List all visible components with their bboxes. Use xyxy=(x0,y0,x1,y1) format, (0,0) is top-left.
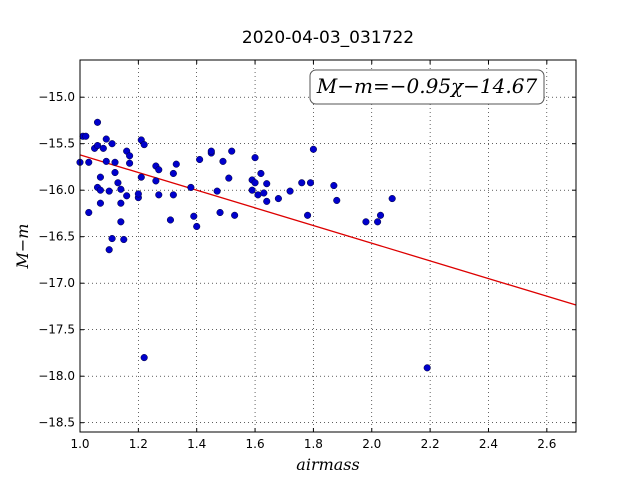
data-point xyxy=(117,185,125,193)
data-point xyxy=(169,191,177,199)
data-point xyxy=(166,216,174,224)
data-point xyxy=(257,169,265,178)
data-point xyxy=(93,142,102,150)
data-point xyxy=(120,235,128,244)
data-point xyxy=(102,135,110,143)
data-point xyxy=(85,158,93,166)
data-point xyxy=(225,174,233,182)
x-tick-label: 2.2 xyxy=(421,437,440,451)
data-point xyxy=(263,197,271,205)
data-point xyxy=(274,195,282,203)
data-point xyxy=(111,158,119,166)
x-tick-label: 1.0 xyxy=(70,437,89,451)
y-tick-label: −16.5 xyxy=(38,230,75,244)
x-tick-label: 1.4 xyxy=(187,437,206,451)
data-point xyxy=(423,364,431,372)
data-point xyxy=(93,118,102,126)
data-points xyxy=(76,118,431,372)
axis-ticks xyxy=(79,60,576,432)
data-point xyxy=(309,145,317,153)
grid xyxy=(80,60,576,432)
data-point xyxy=(140,354,148,362)
data-point xyxy=(251,154,259,162)
data-point xyxy=(193,222,201,231)
data-point xyxy=(105,187,113,195)
data-point xyxy=(111,168,119,177)
data-point xyxy=(228,147,236,155)
data-point xyxy=(152,177,160,185)
y-tick-labels: −15.0 −15.5 −16.0 −16.5 −17.0 −17.5 −18.0 −18.5 xyxy=(38,90,75,430)
x-tick-label: 2.4 xyxy=(479,437,498,451)
data-point xyxy=(298,179,306,187)
x-tick-label: 2.0 xyxy=(362,437,381,451)
y-tick-label: −15.0 xyxy=(38,90,75,104)
y-tick-label: −18.5 xyxy=(38,416,75,430)
data-point xyxy=(96,199,104,207)
data-point xyxy=(231,211,239,219)
data-point xyxy=(333,196,341,204)
data-point xyxy=(123,192,131,200)
data-point xyxy=(137,173,145,181)
data-point xyxy=(213,187,221,195)
x-tick-label: 1.6 xyxy=(246,437,265,451)
data-point xyxy=(248,186,256,194)
data-point xyxy=(187,183,195,191)
x-tick-label: 1.2 xyxy=(129,437,148,451)
fit-line xyxy=(79,154,577,306)
data-point xyxy=(376,211,385,219)
data-point xyxy=(108,235,116,243)
chart-title: 2020-04-03_031722 xyxy=(242,28,414,48)
data-point xyxy=(304,211,312,219)
plot-frame xyxy=(79,59,577,433)
fit-equation: M−m=−0.95χ−14.67 xyxy=(316,74,538,98)
data-point xyxy=(96,186,104,194)
data-point xyxy=(140,141,148,149)
y-axis-label: M−m xyxy=(13,224,32,270)
data-point xyxy=(286,187,294,195)
y-tick-label: −16.0 xyxy=(38,183,75,197)
data-point xyxy=(219,157,227,165)
data-point xyxy=(96,173,104,181)
data-point xyxy=(114,179,122,187)
data-point xyxy=(155,166,163,174)
data-point xyxy=(374,218,382,226)
data-point xyxy=(330,182,338,190)
data-point xyxy=(190,212,198,220)
data-point xyxy=(263,180,271,188)
x-axis-label: airmass xyxy=(296,455,359,474)
y-tick-label: −18.0 xyxy=(38,369,75,383)
data-point xyxy=(306,179,315,187)
data-point xyxy=(169,169,177,178)
fit-line-group xyxy=(79,154,577,306)
data-point xyxy=(254,191,262,199)
data-point xyxy=(108,140,116,148)
data-point xyxy=(117,199,125,207)
data-point xyxy=(126,159,134,167)
x-tick-label: 2.6 xyxy=(537,437,556,451)
data-point xyxy=(172,160,180,168)
y-tick-label: −15.5 xyxy=(38,137,75,151)
data-point xyxy=(207,147,215,155)
data-point xyxy=(85,208,93,217)
data-point xyxy=(251,179,259,187)
data-point xyxy=(134,190,142,198)
data-point xyxy=(82,132,90,140)
data-point xyxy=(216,208,224,217)
y-tick-label: −17.0 xyxy=(38,276,75,290)
data-point xyxy=(102,157,110,165)
x-tick-label: 1.8 xyxy=(304,437,323,451)
data-point xyxy=(362,218,370,226)
data-point xyxy=(196,155,204,164)
data-point xyxy=(105,246,113,254)
data-point xyxy=(155,191,163,199)
data-point xyxy=(117,218,125,226)
data-point xyxy=(126,152,134,160)
data-point xyxy=(260,189,268,197)
data-point xyxy=(388,195,396,203)
y-tick-label: −17.5 xyxy=(38,323,75,337)
data-point xyxy=(99,144,107,152)
x-tick-labels: 1.0 1.2 1.4 1.6 1.8 2.0 2.2 2.4 2.6 xyxy=(70,437,556,451)
fit-equation-box: M−m=−0.95χ−14.67 xyxy=(309,69,545,105)
